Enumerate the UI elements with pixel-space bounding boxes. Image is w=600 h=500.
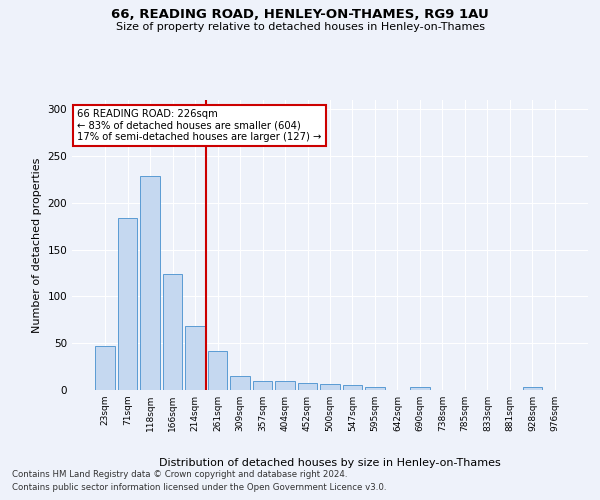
Bar — [343, 386, 362, 390]
Bar — [230, 376, 250, 390]
Bar — [95, 346, 115, 390]
Bar — [163, 274, 182, 390]
Bar — [320, 384, 340, 390]
Text: Distribution of detached houses by size in Henley-on-Thames: Distribution of detached houses by size … — [159, 458, 501, 468]
Bar — [523, 387, 542, 390]
Bar — [208, 350, 227, 390]
Bar — [298, 382, 317, 390]
Bar — [365, 387, 385, 390]
Bar — [410, 387, 430, 390]
Text: 66 READING ROAD: 226sqm
← 83% of detached houses are smaller (604)
17% of semi-d: 66 READING ROAD: 226sqm ← 83% of detache… — [77, 108, 322, 142]
Bar — [253, 380, 272, 390]
Bar — [275, 380, 295, 390]
Text: Contains public sector information licensed under the Open Government Licence v3: Contains public sector information licen… — [12, 484, 386, 492]
Bar — [185, 326, 205, 390]
Text: Size of property relative to detached houses in Henley-on-Thames: Size of property relative to detached ho… — [115, 22, 485, 32]
Text: 66, READING ROAD, HENLEY-ON-THAMES, RG9 1AU: 66, READING ROAD, HENLEY-ON-THAMES, RG9 … — [111, 8, 489, 20]
Bar — [118, 218, 137, 390]
Text: Contains HM Land Registry data © Crown copyright and database right 2024.: Contains HM Land Registry data © Crown c… — [12, 470, 347, 479]
Bar — [140, 176, 160, 390]
Y-axis label: Number of detached properties: Number of detached properties — [32, 158, 42, 332]
